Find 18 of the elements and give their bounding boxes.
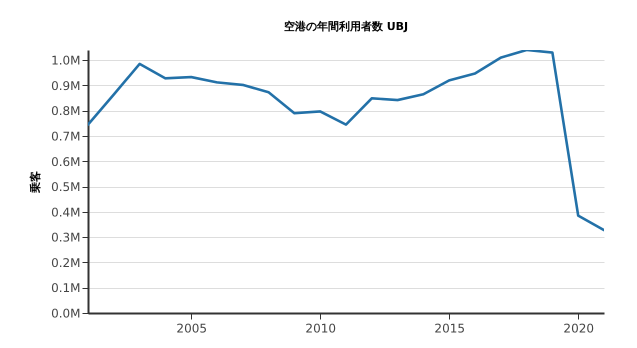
- y-tick-label: 0.3M: [51, 230, 80, 245]
- x-tick-label: 2010: [305, 322, 336, 336]
- x-tick-label: 2020: [563, 322, 594, 336]
- y-tick-label: 0.9M: [51, 78, 80, 93]
- y-tick-label: 0.4M: [51, 205, 80, 220]
- x-tick-label: 2005: [176, 322, 207, 336]
- x-tick-label: 2015: [434, 322, 465, 336]
- y-tick-label: 0.7M: [51, 129, 80, 144]
- y-tick-label: 1.0M: [51, 54, 80, 68]
- y-tick-label: 0.1M: [51, 281, 80, 296]
- y-tick-label: 0.0M: [51, 306, 80, 320]
- y-axis-title: 乗客: [29, 171, 42, 194]
- chart-title: 空港の年間利用者数 UBJ: [284, 20, 408, 33]
- y-tick-label: 0.6M: [51, 154, 80, 169]
- line-series: [88, 50, 604, 232]
- y-tick-label: 0.2M: [51, 256, 80, 270]
- y-tick-label: 0.5M: [51, 180, 80, 194]
- y-tick-label: 0.8M: [51, 104, 80, 118]
